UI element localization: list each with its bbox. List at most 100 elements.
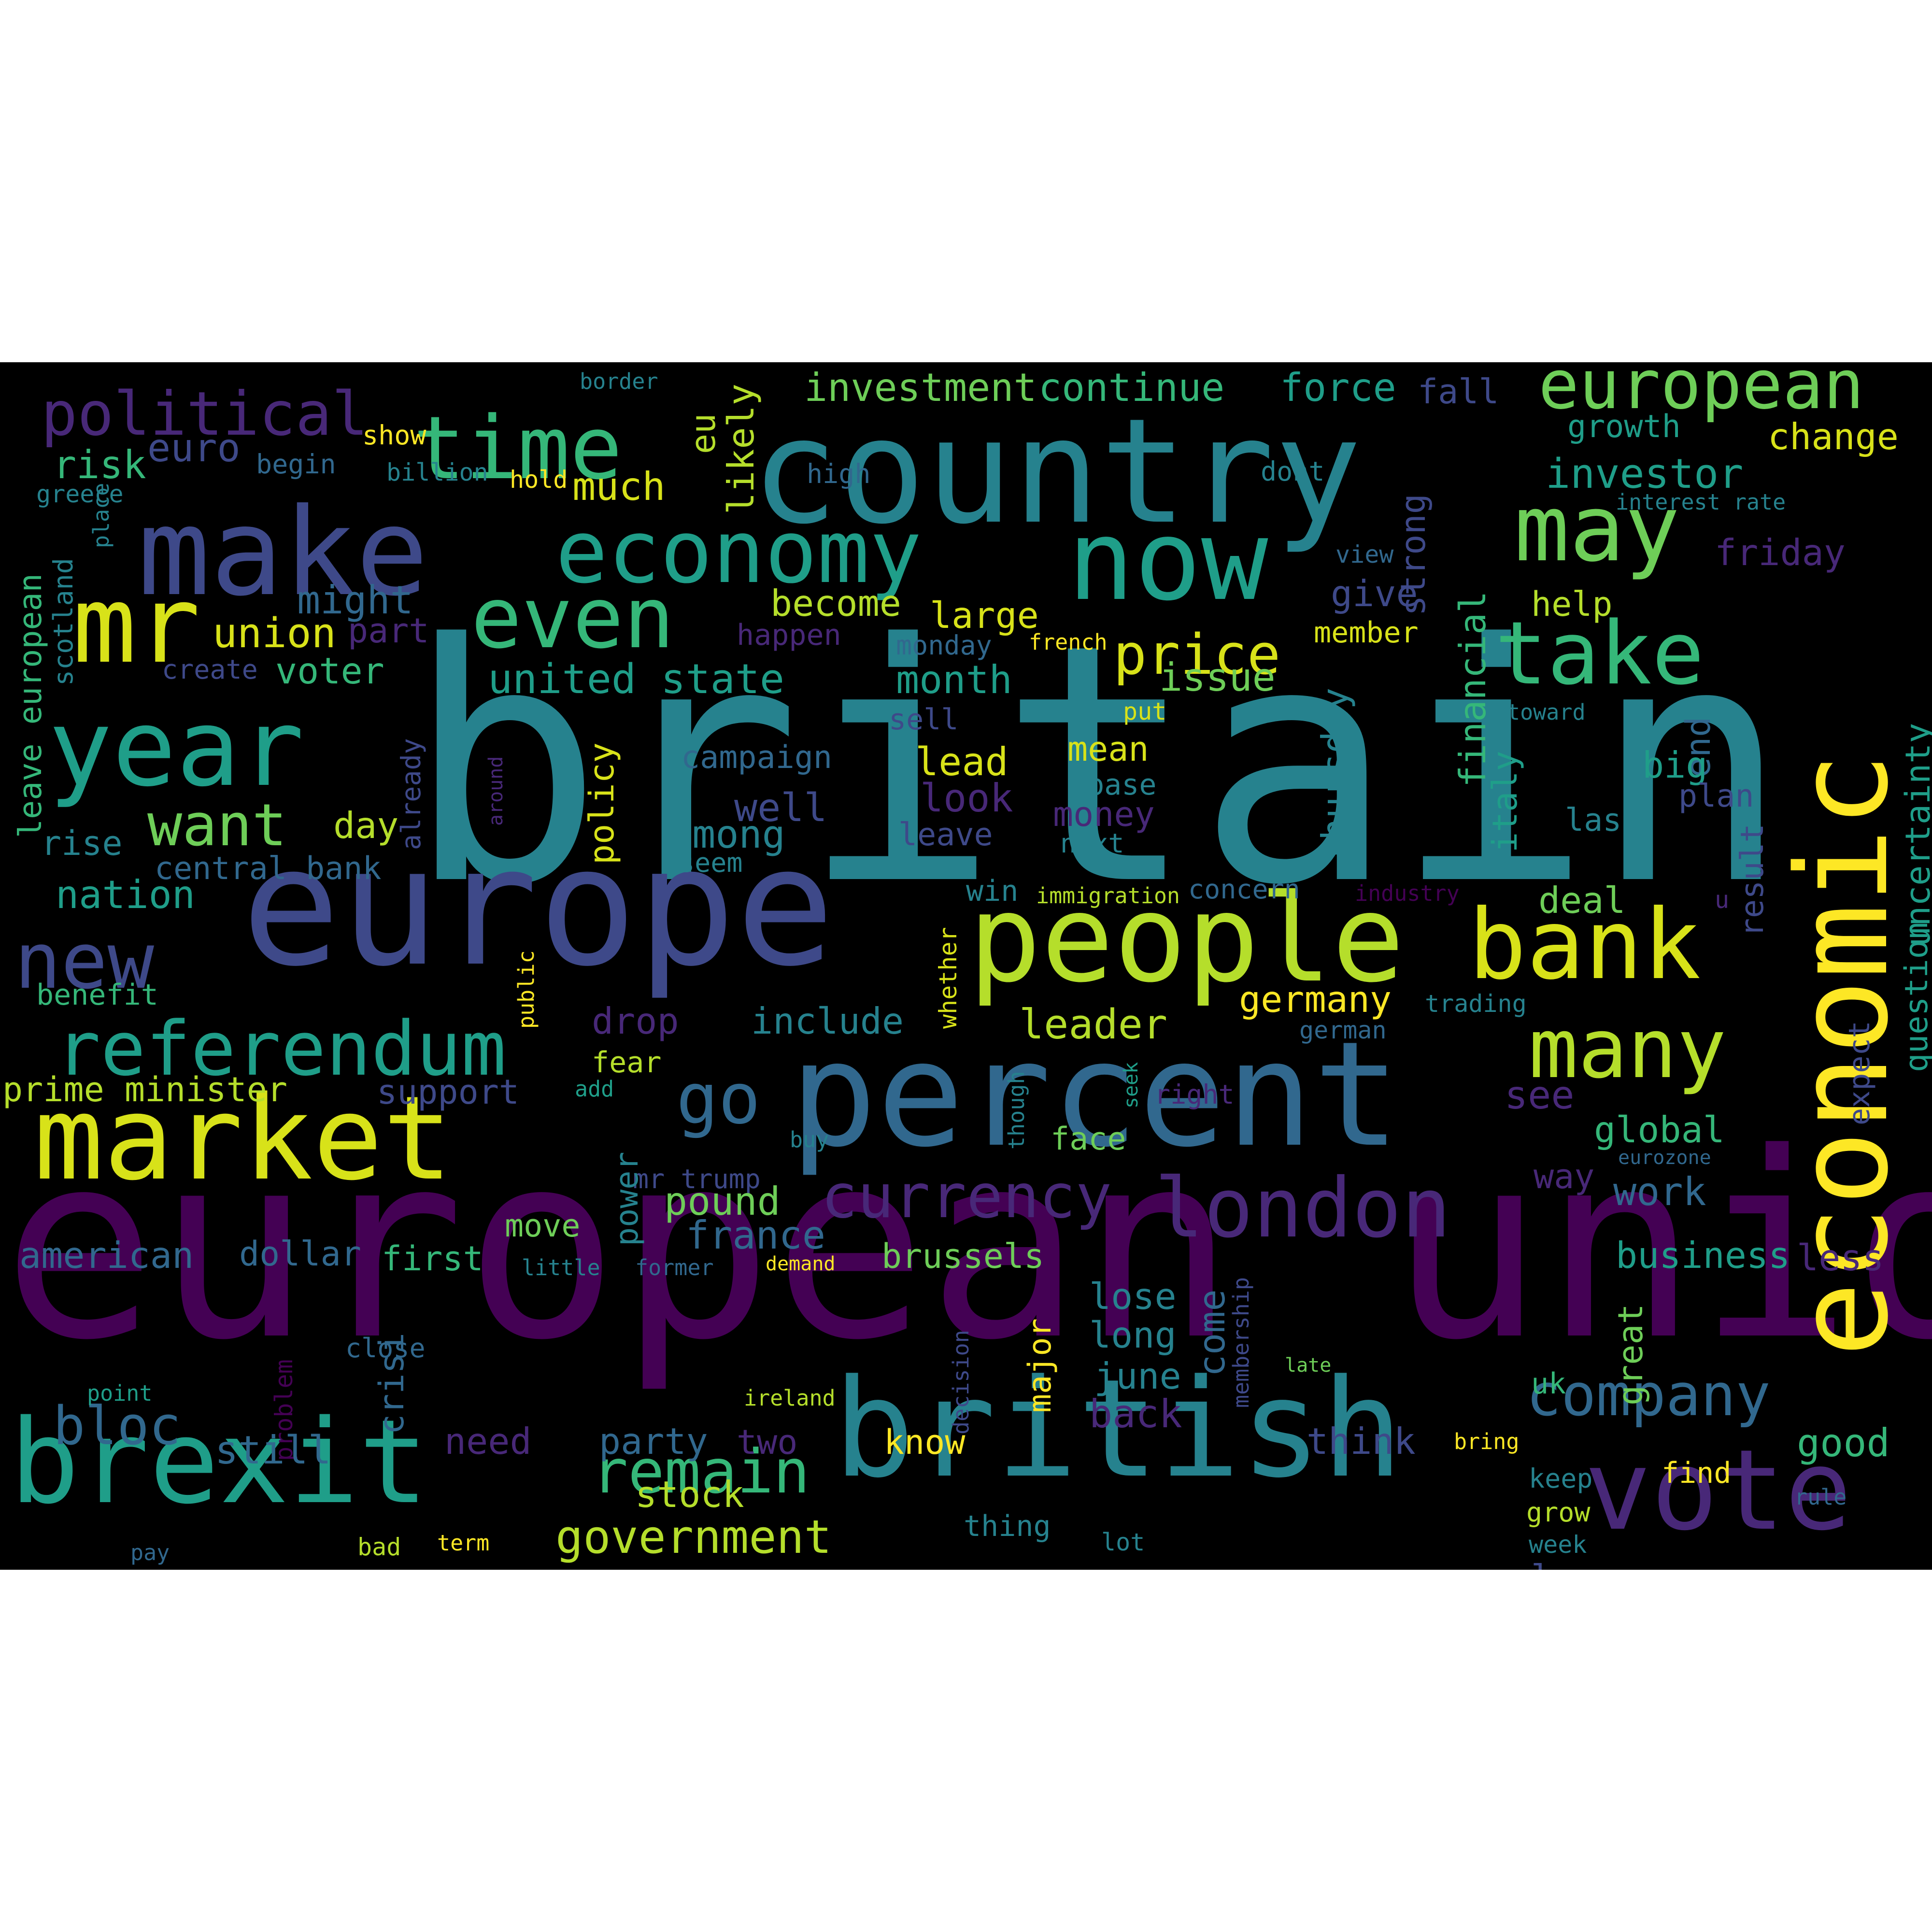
cloud-word-force: force: [1280, 365, 1396, 410]
cloud-word-question: question: [1899, 921, 1932, 1072]
cloud-word-border: border: [580, 369, 658, 394]
cloud-word-give: give: [1331, 572, 1418, 615]
cloud-word-friday: friday: [1715, 531, 1846, 574]
cloud-word-drop: drop: [592, 1000, 679, 1042]
cloud-word-power: power: [609, 1151, 645, 1246]
cloud-word-global: global: [1594, 1108, 1725, 1151]
cloud-word-take: take: [1495, 603, 1704, 704]
cloud-word-deal: deal: [1538, 879, 1626, 922]
cloud-word-uk: uk: [1531, 1367, 1566, 1401]
cloud-word-add: add: [575, 1076, 614, 1102]
cloud-word-voter: voter: [275, 650, 384, 692]
cloud-word-point: point: [87, 1380, 152, 1406]
cloud-word-june: june: [1094, 1355, 1181, 1397]
cloud-word-italy: italy: [1485, 751, 1525, 852]
cloud-word-make: make: [138, 482, 428, 623]
cloud-word-month: month: [896, 657, 1012, 702]
cloud-word-already: already: [396, 738, 426, 850]
cloud-word-move: move: [505, 1208, 581, 1244]
cloud-word-currency: currency: [821, 1162, 1112, 1232]
cloud-word-trading: trading: [1425, 990, 1527, 1018]
cloud-word-come: come: [1191, 1289, 1233, 1377]
cloud-word-issue: issue: [1159, 655, 1276, 700]
cloud-word-remain: remain: [592, 1437, 810, 1507]
cloud-word-include: include: [751, 1000, 904, 1042]
cloud-word-thursday: thursday: [1314, 688, 1356, 862]
cloud-word-much: much: [572, 464, 666, 509]
cloud-word-good: good: [1797, 1421, 1890, 1465]
cloud-word-monday: monday: [896, 630, 992, 661]
cloud-word-vote: vote: [1584, 1426, 1852, 1555]
cloud-word-last: last: [1565, 802, 1641, 838]
cloud-word-referendum: referendum: [56, 1005, 506, 1093]
cloud-word-dollar: dollar: [239, 1234, 361, 1274]
cloud-word-around: around: [485, 756, 507, 826]
cloud-word-economy: economy: [555, 502, 922, 603]
cloud-word-dont: dont: [1261, 456, 1324, 487]
cloud-word-strong: strong: [1393, 494, 1433, 616]
cloud-word-happen: happen: [737, 618, 841, 652]
cloud-word-begin: begin: [256, 449, 336, 480]
cloud-word-europe: europe: [242, 811, 835, 1003]
cloud-word-become: become: [770, 582, 901, 625]
cloud-word-american: american: [19, 1234, 194, 1277]
cloud-word-place: place: [88, 483, 114, 548]
cloud-word-two: two: [737, 1422, 797, 1462]
cloud-word-plan: plan: [1678, 778, 1754, 814]
cloud-word-percent: percent: [790, 1010, 1400, 1179]
cloud-word-next: next: [1060, 828, 1124, 859]
cloud-word-support: support: [377, 1072, 519, 1112]
cloud-word-well: well: [734, 785, 827, 830]
cloud-word-bring: bring: [1454, 1429, 1519, 1454]
cloud-word-still: still: [215, 1428, 331, 1473]
cloud-word-late: late: [1285, 1354, 1331, 1377]
cloud-word-back: back: [1089, 1392, 1182, 1436]
cloud-word-united-state: united state: [488, 655, 784, 703]
cloud-word-brexit: brexit: [10, 1394, 428, 1530]
cloud-word-prime-minister: prime minister: [2, 1070, 287, 1109]
cloud-word-business: business: [1616, 1234, 1790, 1277]
cloud-word-concern: concern: [1188, 874, 1300, 905]
cloud-word-first: first: [382, 1239, 483, 1279]
cloud-word-world: world: [852, 1563, 976, 1570]
cloud-word-term: term: [437, 1530, 489, 1556]
cloud-word-crisi: crisi: [372, 1333, 412, 1435]
cloud-word-country: country: [751, 387, 1362, 556]
cloud-word-eurozone: eurozone: [1618, 1147, 1711, 1169]
cloud-word-growth: growth: [1567, 409, 1681, 445]
cloud-word-day: day: [333, 804, 398, 847]
cloud-word-campaign: campaign: [681, 739, 832, 776]
cloud-word-great: great: [1611, 1304, 1650, 1406]
cloud-word-company: company: [1526, 1362, 1771, 1429]
cloud-word-billion: billion: [386, 458, 488, 486]
cloud-word-toward: toward: [1507, 699, 1586, 725]
cloud-word-might: might: [297, 578, 413, 623]
cloud-word-big: big: [1642, 744, 1707, 786]
cloud-word-european-union: european union: [2, 1098, 1932, 1396]
cloud-word-leave: leave: [898, 817, 993, 853]
cloud-word-less: less: [1797, 1236, 1884, 1279]
cloud-word-britain: britain: [406, 575, 1790, 957]
cloud-word-sell: sell: [889, 703, 959, 737]
cloud-word-germany: germany: [1239, 978, 1392, 1021]
cloud-word-trade: trade: [1133, 1565, 1249, 1570]
cloud-word-brussels: brussels: [881, 1236, 1044, 1276]
cloud-word-long: long: [1089, 1314, 1177, 1356]
cloud-word-think: think: [1307, 1420, 1416, 1463]
cloud-word-investment: investment: [804, 365, 1037, 410]
cloud-word-british: british: [833, 1350, 1403, 1508]
cloud-word-whether: whether: [934, 927, 962, 1029]
cloud-word-find: find: [1662, 1456, 1732, 1490]
cloud-word-government: government: [555, 1511, 832, 1564]
cloud-word-may: may: [1514, 475, 1680, 582]
cloud-word-buy: buy: [790, 1127, 829, 1152]
cloud-word-work: work: [1613, 1169, 1706, 1214]
cloud-word-france: france: [686, 1213, 825, 1258]
cloud-word-bad: bad: [357, 1533, 401, 1561]
cloud-word-little: little: [522, 1255, 600, 1280]
cloud-word-base: base: [1087, 768, 1157, 802]
cloud-word-former: former: [635, 1255, 714, 1280]
cloud-word-fear: fear: [592, 1046, 662, 1080]
cloud-word-benefit: benefit: [36, 978, 158, 1012]
cloud-word-know: know: [884, 1422, 966, 1462]
